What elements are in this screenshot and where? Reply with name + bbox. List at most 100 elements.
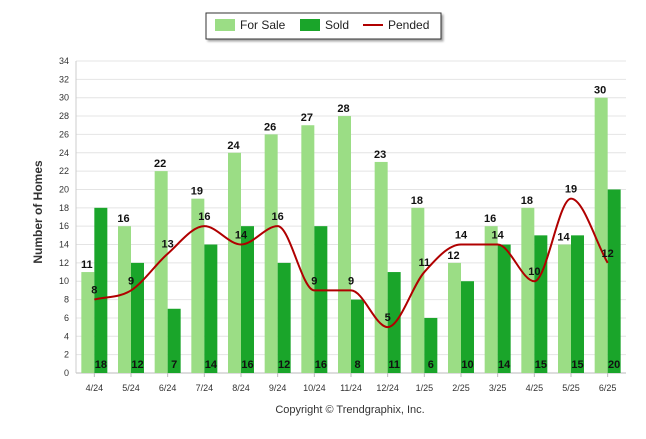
- line-layer: [94, 197, 609, 329]
- bar-for-sale: [118, 226, 131, 373]
- data-label-pended: 9: [348, 275, 354, 287]
- data-label-sold: 7: [171, 359, 177, 371]
- data-label-for-sale: 24: [227, 140, 240, 152]
- bar-layer: [81, 97, 621, 374]
- bar-sold: [314, 226, 328, 373]
- y-tick-label: 2: [64, 350, 69, 360]
- data-label-sold: 14: [498, 359, 511, 371]
- x-tick-label: 11/24: [340, 383, 362, 393]
- data-label-for-sale: 12: [447, 250, 459, 262]
- legend: For Sale Sold Pended: [205, 12, 442, 40]
- data-label-for-sale: 19: [191, 186, 203, 198]
- x-tick-label: 4/25: [526, 383, 544, 393]
- data-label-for-sale: 18: [411, 195, 423, 207]
- data-label-for-sale: 18: [521, 195, 533, 207]
- y-tick-label: 22: [59, 166, 69, 176]
- data-label-for-sale: 11: [81, 259, 93, 271]
- legend-label-for-sale: For Sale: [240, 18, 286, 32]
- data-label-layer: 11 18 16 12 22 7 19 14 24 16 26 12 27 16 28 8 23 11 18 6 12 1…: [81, 85, 620, 371]
- data-label-sold: 12: [278, 359, 290, 371]
- x-tick-label: 12/24: [376, 383, 399, 393]
- bar-for-sale: [558, 244, 571, 373]
- data-label-sold: 16: [241, 359, 253, 371]
- data-label-pended: 8: [91, 285, 97, 297]
- bar-for-sale: [191, 198, 205, 373]
- data-label-sold: 8: [354, 359, 360, 371]
- data-label-for-sale: 22: [154, 158, 166, 170]
- y-tick-label: 10: [59, 276, 69, 286]
- data-label-for-sale: 16: [117, 213, 129, 225]
- data-label-pended: 5: [385, 312, 391, 324]
- bar-for-sale: [81, 272, 95, 373]
- x-tick-label: 4/24: [86, 383, 104, 393]
- x-tick-label: 10/24: [303, 383, 326, 393]
- legend-swatch-for-sale: [215, 19, 235, 31]
- x-tick-label: 9/24: [269, 383, 287, 393]
- bar-sold: [241, 226, 254, 373]
- y-tick-label: 8: [64, 295, 69, 305]
- y-tick-label: 6: [64, 313, 69, 323]
- bar-for-sale: [448, 262, 461, 373]
- data-label-sold: 10: [461, 359, 473, 371]
- data-label-for-sale: 14: [557, 232, 570, 244]
- data-label-pended: 13: [162, 239, 174, 251]
- data-label-pended: 16: [198, 211, 210, 223]
- x-tick-label: 3/25: [489, 383, 507, 393]
- bar-for-sale: [521, 207, 535, 373]
- y-tick-label: 4: [64, 331, 69, 341]
- y-tick-label: 20: [59, 184, 69, 194]
- data-label-pended: 9: [311, 275, 317, 287]
- y-tick-label: 12: [59, 258, 69, 268]
- bar-for-sale: [338, 116, 351, 373]
- bar-sold: [497, 244, 511, 373]
- data-label-sold: 15: [535, 359, 547, 371]
- data-label-pended: 19: [565, 184, 577, 196]
- data-label-sold: 16: [315, 359, 327, 371]
- data-label-sold: 12: [131, 359, 143, 371]
- data-label-sold: 6: [428, 359, 434, 371]
- x-tick-label: 6/24: [159, 383, 177, 393]
- bar-for-sale: [411, 207, 425, 373]
- bar-sold: [351, 299, 364, 373]
- data-label-pended: 14: [235, 230, 248, 242]
- y-tick-label: 34: [59, 56, 69, 66]
- y-tick-label: 24: [59, 148, 69, 158]
- data-label-for-sale: 27: [301, 112, 313, 124]
- data-label-pended: 16: [272, 211, 284, 223]
- y-tick-label: 28: [59, 111, 69, 121]
- bar-for-sale: [594, 97, 608, 374]
- data-label-for-sale: 16: [484, 213, 496, 225]
- y-tick-label: 32: [59, 74, 69, 84]
- bar-for-sale: [301, 125, 315, 373]
- data-label-sold: 11: [388, 359, 400, 371]
- bar-for-sale: [264, 134, 278, 373]
- legend-label-sold: Sold: [325, 18, 349, 32]
- bar-sold: [424, 317, 438, 373]
- x-tick-label: 8/24: [232, 383, 250, 393]
- x-tick-label: 2/25: [452, 383, 470, 393]
- legend-label-pended: Pended: [388, 18, 429, 32]
- data-label-pended: 11: [419, 257, 431, 269]
- y-tick-label: 18: [59, 203, 69, 213]
- y-tick-label: 26: [59, 129, 69, 139]
- bar-for-sale: [374, 161, 388, 373]
- bar-for-sale: [154, 171, 168, 373]
- x-tick-label: 6/25: [599, 383, 617, 393]
- data-label-sold: 18: [95, 359, 107, 371]
- data-label-for-sale: 28: [337, 103, 349, 115]
- data-label-pended: 14: [492, 230, 505, 242]
- x-tick-label: 5/25: [562, 383, 580, 393]
- bar-sold: [204, 244, 218, 373]
- bar-sold: [94, 207, 108, 373]
- bar-sold: [461, 281, 474, 373]
- legend-frame: [205, 12, 442, 40]
- y-tick-label: 30: [59, 93, 69, 103]
- legend-swatch-sold: [300, 19, 320, 31]
- x-axis-ticks: 4/24 5/24 6/24 7/24 8/24 9/24 10/24 11/24 12/24 1…: [86, 373, 617, 393]
- x-tick-label: 5/24: [122, 383, 140, 393]
- data-label-for-sale: 26: [264, 121, 276, 133]
- pended-series-line: [94, 197, 609, 329]
- data-label-pended: 14: [455, 230, 468, 242]
